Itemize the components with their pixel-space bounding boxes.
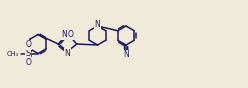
Text: N: N — [62, 30, 67, 39]
Text: S: S — [26, 49, 31, 58]
Text: O: O — [25, 58, 31, 67]
Text: N: N — [65, 49, 70, 58]
Text: N: N — [124, 51, 129, 59]
Text: N: N — [95, 20, 100, 29]
Text: O: O — [68, 30, 73, 39]
Text: O: O — [25, 40, 31, 49]
Text: CH₃: CH₃ — [7, 51, 19, 56]
